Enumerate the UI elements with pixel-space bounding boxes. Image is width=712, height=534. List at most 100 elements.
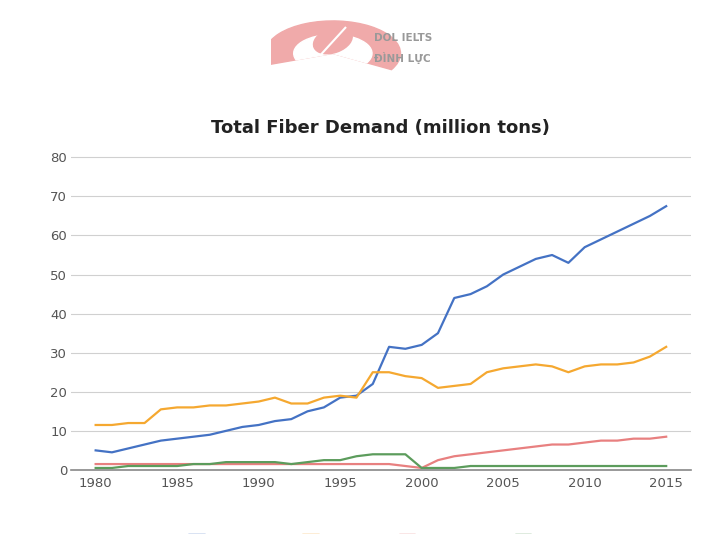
Cellulosic bbox=[580, 439, 589, 446]
Cellulosic bbox=[303, 461, 312, 467]
Ellipse shape bbox=[313, 27, 352, 54]
Cellulosic bbox=[564, 441, 572, 447]
Cotton bbox=[222, 402, 231, 409]
Wool bbox=[271, 459, 279, 465]
Polyester bbox=[238, 424, 246, 430]
Cellulosic bbox=[108, 461, 116, 467]
Cotton bbox=[548, 363, 556, 370]
Cotton bbox=[434, 384, 442, 391]
Polyester bbox=[646, 213, 654, 219]
Cellulosic bbox=[629, 435, 638, 442]
Cellulosic bbox=[466, 451, 475, 458]
Cotton bbox=[206, 402, 214, 409]
Polyester bbox=[662, 203, 671, 209]
Cotton bbox=[336, 392, 345, 399]
Polyester bbox=[384, 344, 393, 350]
Cellulosic bbox=[173, 461, 182, 467]
Wool bbox=[108, 465, 116, 471]
Cotton bbox=[238, 400, 246, 407]
Polyester bbox=[466, 291, 475, 297]
Polyester bbox=[352, 392, 361, 399]
Polyester bbox=[597, 236, 605, 242]
Cellulosic bbox=[352, 461, 361, 467]
Line: Wool: Wool bbox=[95, 454, 666, 468]
Cellulosic bbox=[662, 434, 671, 440]
Cellulosic bbox=[157, 461, 165, 467]
Cellulosic bbox=[417, 465, 426, 471]
Wedge shape bbox=[266, 21, 400, 69]
Cellulosic bbox=[515, 445, 524, 452]
Cotton bbox=[189, 404, 198, 411]
Wool bbox=[320, 457, 328, 464]
Cotton bbox=[254, 398, 263, 405]
Cellulosic bbox=[320, 461, 328, 467]
Cellulosic bbox=[401, 463, 409, 469]
Cotton bbox=[417, 375, 426, 381]
Wool bbox=[336, 457, 345, 464]
Cellulosic bbox=[206, 461, 214, 467]
Cellulosic bbox=[254, 461, 263, 467]
Wool bbox=[613, 463, 622, 469]
Wool bbox=[417, 465, 426, 471]
Text: ĐÌNH LỰC: ĐÌNH LỰC bbox=[374, 52, 431, 64]
Cotton bbox=[108, 422, 116, 428]
Wool bbox=[206, 461, 214, 467]
Polyester bbox=[629, 221, 638, 227]
Cotton bbox=[140, 420, 149, 426]
Wool bbox=[91, 465, 100, 471]
Polyester bbox=[401, 345, 409, 352]
Polyester bbox=[580, 244, 589, 250]
Cellulosic bbox=[597, 437, 605, 444]
Cellulosic bbox=[531, 443, 540, 450]
Wool bbox=[580, 463, 589, 469]
Cellulosic bbox=[287, 461, 295, 467]
Polyester bbox=[222, 428, 231, 434]
Cotton bbox=[597, 361, 605, 367]
Polyester bbox=[206, 431, 214, 438]
Cotton bbox=[320, 395, 328, 401]
Cotton bbox=[173, 404, 182, 411]
Line: Polyester: Polyester bbox=[95, 206, 666, 452]
Wool bbox=[646, 463, 654, 469]
Wool bbox=[303, 459, 312, 465]
Wool bbox=[140, 463, 149, 469]
Wool bbox=[384, 451, 393, 458]
Wool bbox=[483, 463, 491, 469]
Cotton bbox=[662, 344, 671, 350]
Polyester bbox=[515, 264, 524, 270]
Wool bbox=[124, 463, 132, 469]
Cotton bbox=[531, 361, 540, 367]
Cellulosic bbox=[434, 457, 442, 464]
Polyester bbox=[157, 437, 165, 444]
Wool bbox=[189, 461, 198, 467]
Cellulosic bbox=[548, 441, 556, 447]
Wool bbox=[369, 451, 377, 458]
Cotton bbox=[629, 359, 638, 366]
Cotton bbox=[369, 369, 377, 375]
Polyester bbox=[303, 408, 312, 414]
Wool bbox=[548, 463, 556, 469]
Text: DOL IELTS: DOL IELTS bbox=[374, 33, 432, 43]
Polyester bbox=[108, 449, 116, 456]
Wool bbox=[238, 459, 246, 465]
Polyester bbox=[499, 271, 508, 278]
Wool bbox=[450, 465, 459, 471]
Polyester bbox=[369, 381, 377, 387]
Cotton bbox=[401, 373, 409, 379]
Wool bbox=[401, 451, 409, 458]
Cotton bbox=[580, 363, 589, 370]
Cotton bbox=[91, 422, 100, 428]
Polyester bbox=[434, 330, 442, 336]
Wool bbox=[499, 463, 508, 469]
Cotton bbox=[499, 365, 508, 372]
Cellulosic bbox=[91, 461, 100, 467]
Wool bbox=[662, 463, 671, 469]
Cotton bbox=[303, 400, 312, 407]
Wool bbox=[597, 463, 605, 469]
Wool bbox=[629, 463, 638, 469]
Cellulosic bbox=[499, 447, 508, 453]
Cellulosic bbox=[189, 461, 198, 467]
Polyester bbox=[450, 295, 459, 301]
Cotton bbox=[271, 395, 279, 401]
Line: Cotton: Cotton bbox=[95, 347, 666, 425]
